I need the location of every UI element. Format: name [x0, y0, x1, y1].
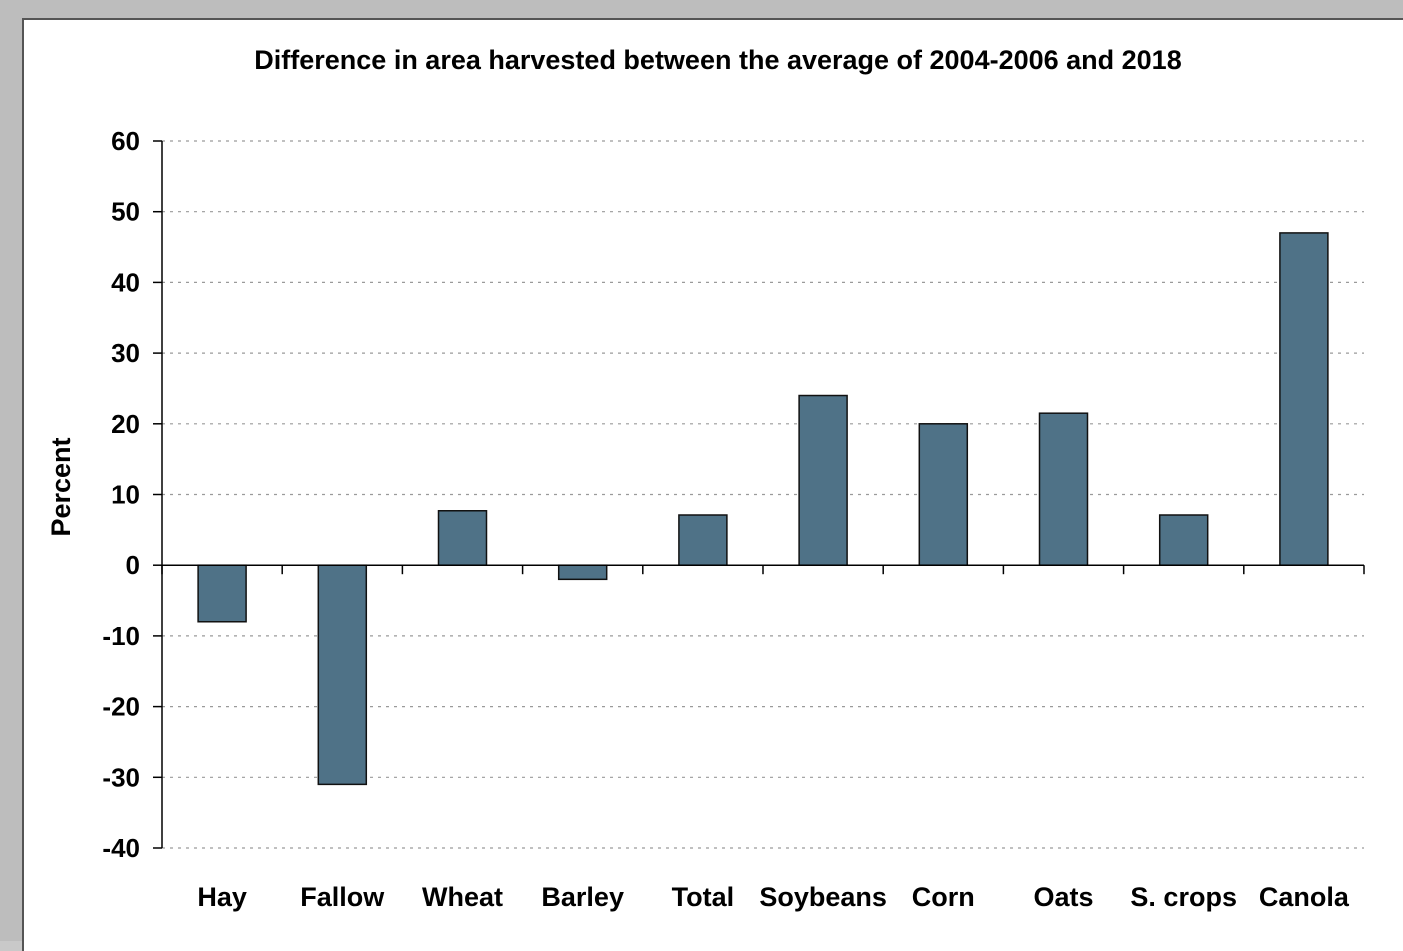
y-tick-label: 40: [111, 267, 140, 297]
gridlines: [162, 140, 1364, 849]
y-tick-label: -40: [102, 833, 140, 863]
x-tick-label: Fallow: [300, 882, 385, 912]
bar-barley: [557, 564, 608, 581]
x-tick-label: Barley: [541, 882, 624, 912]
bar-s-crops: [1158, 514, 1209, 566]
axes: [153, 140, 1365, 849]
y-tick-labels: 60 50 40 30 20 10 0 -10 -20 -30 -40: [102, 126, 140, 863]
y-tick-label: 0: [126, 550, 140, 580]
y-tick-label: -10: [102, 621, 140, 651]
bar-hay: [197, 564, 247, 623]
chart-area: [22, 18, 1403, 951]
y-tick-label: -30: [102, 762, 140, 792]
bars: [197, 232, 1329, 786]
y-tick-label: 20: [111, 409, 140, 439]
bar-canola: [1279, 232, 1329, 566]
x-tick-label: Canola: [1259, 882, 1350, 912]
chart-title: Difference in area harvested between the…: [254, 45, 1181, 75]
y-tick-label: -20: [102, 692, 140, 722]
y-tick-label: 50: [111, 197, 140, 227]
x-tick-label: S. crops: [1130, 882, 1237, 912]
x-tick-label: Hay: [197, 882, 247, 912]
y-tick-label: 60: [111, 126, 140, 156]
x-tick-label: Total: [672, 882, 735, 912]
x-tick-label: Oats: [1033, 882, 1093, 912]
x-tick-label: Wheat: [422, 882, 503, 912]
bar-soybeans: [798, 394, 848, 566]
x-tick-labels: Hay Fallow Wheat Barley Total Soybeans Corn Oat…: [197, 882, 1350, 912]
bar-corn: [918, 423, 969, 566]
x-tick-label: Corn: [912, 882, 975, 912]
y-axis-label: Percent: [46, 437, 76, 536]
bar-total: [678, 514, 728, 566]
y-tick-label: 30: [111, 338, 140, 368]
y-tick-label: 10: [111, 480, 140, 510]
bar-oats: [1038, 412, 1089, 566]
bar-wheat: [437, 510, 488, 566]
x-tick-label: Soybeans: [759, 882, 887, 912]
bar-fallow: [317, 564, 368, 786]
